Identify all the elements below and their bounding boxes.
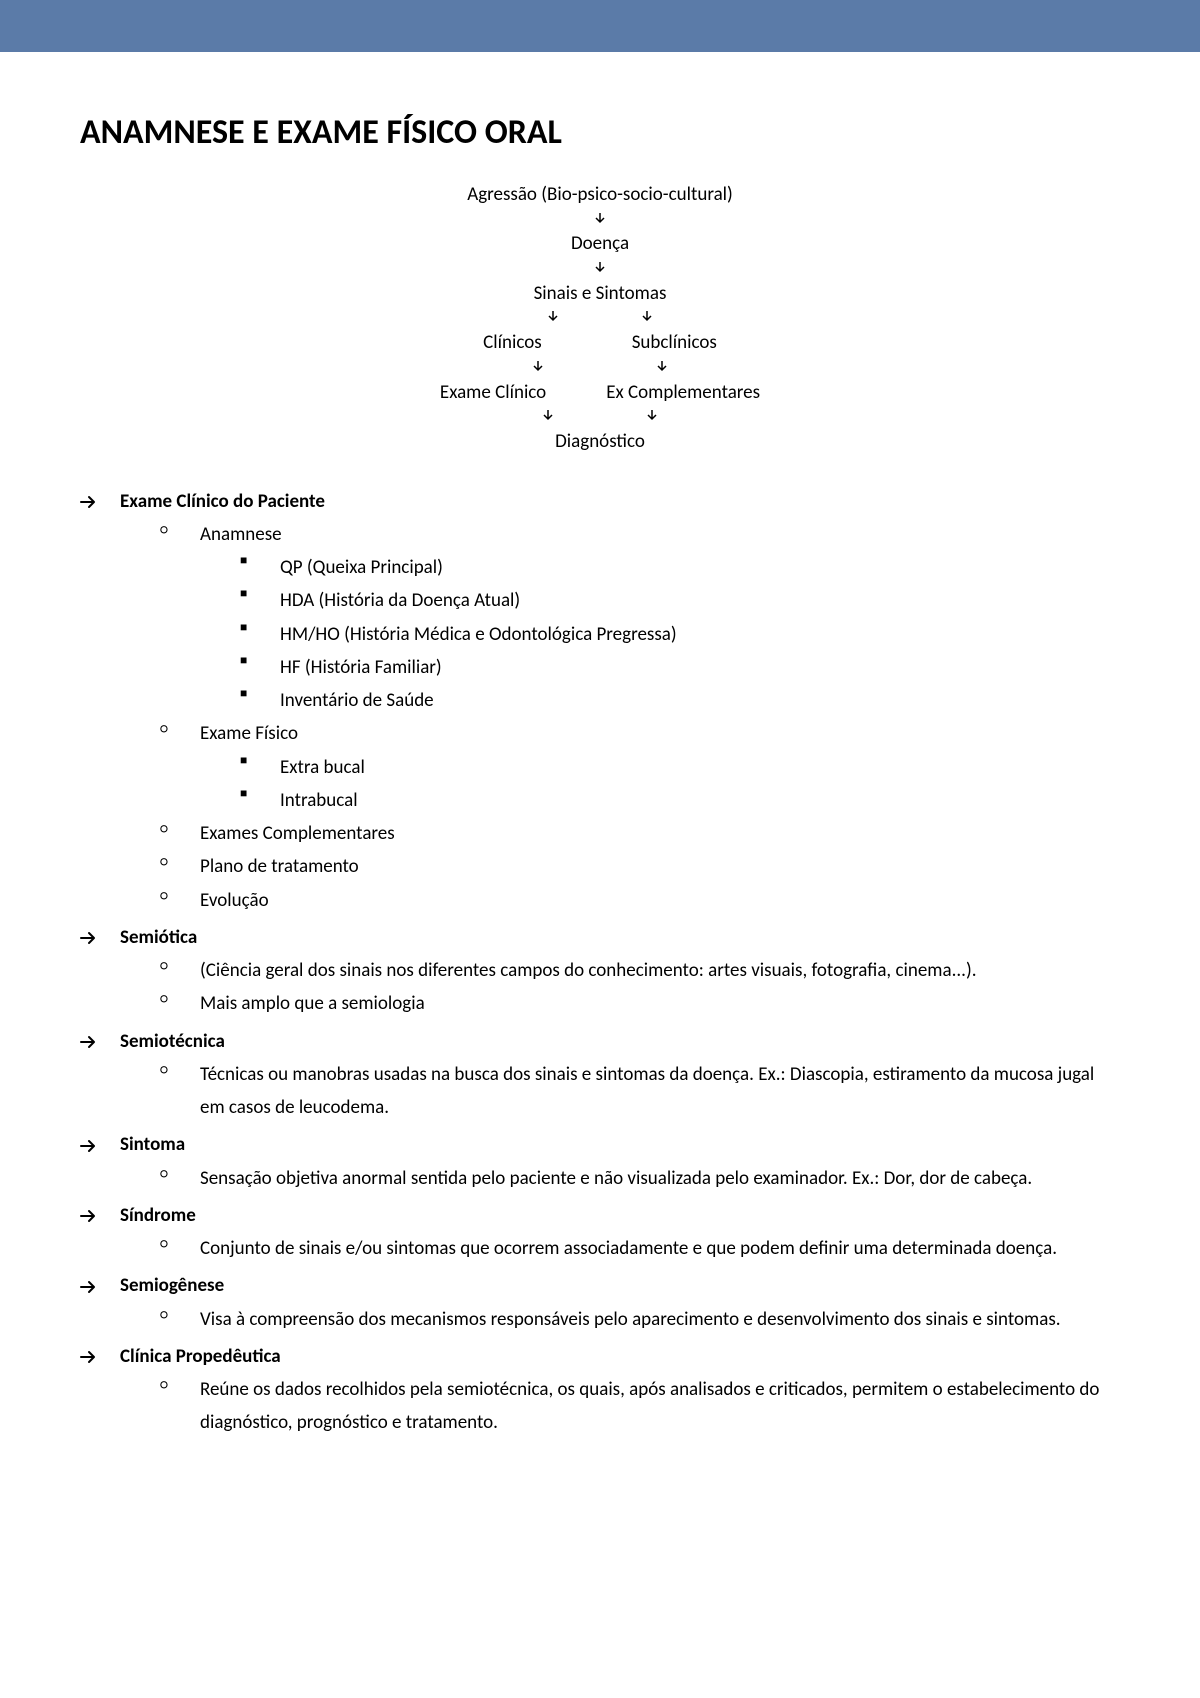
square-bullet-icon: ■ — [240, 684, 280, 705]
arrow-down-icon — [541, 405, 555, 430]
flow-node-subclinicos: Subclínicos — [632, 331, 717, 356]
arrow-down-icon — [655, 356, 669, 381]
list-item: ○Mais amplo que a semiologia — [160, 987, 1120, 1020]
list-item: ○Evolução — [160, 884, 1120, 917]
circle-bullet-icon: ○ — [160, 1058, 200, 1083]
square-bullet-icon: ■ — [240, 751, 280, 772]
flowchart: Agressão (Bio-psico-socio-cultural) Doen… — [80, 183, 1120, 455]
arrow-right-icon — [80, 1025, 120, 1058]
subitem-label: Extra bucal — [280, 751, 1120, 784]
arrow-down-icon — [531, 356, 545, 381]
flow-node-agressao: Agressão (Bio-psico-socio-cultural) — [467, 183, 733, 208]
arrow-down-icon — [640, 306, 654, 331]
arrow-right-icon — [80, 485, 120, 518]
arrow-right-icon — [80, 921, 120, 954]
list-subitem: ■Intrabucal — [240, 784, 1120, 817]
section-label: Sintoma — [120, 1128, 1120, 1161]
list-item: ○ (Ciência geral dos sinais nos diferent… — [160, 954, 1120, 987]
circle-bullet-icon: ○ — [160, 817, 200, 842]
square-bullet-icon: ■ — [240, 618, 280, 639]
item-label: Anamnese — [200, 518, 1120, 551]
section-label: Exame Clínico do Paciente — [120, 485, 1120, 518]
circle-bullet-icon: ○ — [160, 850, 200, 875]
circle-bullet-icon: ○ — [160, 1232, 200, 1257]
subitem-label: Inventário de Saúde — [280, 684, 1120, 717]
item-label: Conjunto de sinais e/ou sintomas que oco… — [200, 1232, 1120, 1265]
arrow-right-icon — [80, 1340, 120, 1373]
outline-list: Exame Clínico do Paciente○Anamnese■QP (Q… — [80, 485, 1120, 1440]
section-heading: Sintoma — [80, 1128, 1120, 1161]
section-label: Síndrome — [120, 1199, 1120, 1232]
section-heading: Síndrome — [80, 1199, 1120, 1232]
item-label: Exames Complementares — [200, 817, 1120, 850]
arrow-down-icon — [546, 306, 560, 331]
list-item: ○Exames Complementares — [160, 817, 1120, 850]
list-item: ○Técnicas ou manobras usadas na busca do… — [160, 1058, 1120, 1125]
section-heading: Clínica Propedêutica — [80, 1340, 1120, 1373]
section-label: Semiogênese — [120, 1269, 1120, 1302]
list-item: ○Anamnese — [160, 518, 1120, 551]
square-bullet-icon: ■ — [240, 784, 280, 805]
arrow-down-icon — [645, 405, 659, 430]
arrow-right-icon — [80, 1199, 120, 1232]
circle-bullet-icon: ○ — [160, 1373, 200, 1398]
circle-bullet-icon: ○ — [160, 884, 200, 909]
circle-bullet-icon: ○ — [160, 1303, 200, 1328]
circle-bullet-icon: ○ — [160, 954, 200, 979]
page-title: ANAMNESE E EXAME FÍSICO ORAL — [80, 112, 1120, 153]
section-heading: Semiotécnica — [80, 1025, 1120, 1058]
square-bullet-icon: ■ — [240, 651, 280, 672]
item-label: Técnicas ou manobras usadas na busca dos… — [200, 1058, 1120, 1125]
subitem-label: HDA (História da Doença Atual) — [280, 584, 1120, 617]
arrow-right-icon — [80, 1128, 120, 1161]
section-heading: Exame Clínico do Paciente — [80, 485, 1120, 518]
square-bullet-icon: ■ — [240, 584, 280, 605]
arrow-right-icon — [80, 1269, 120, 1302]
section-label: Semiótica — [120, 921, 1120, 954]
list-subitem: ■QP (Queixa Principal) — [240, 551, 1120, 584]
list-subitem: ■HDA (História da Doença Atual) — [240, 584, 1120, 617]
section-heading: Semiótica — [80, 921, 1120, 954]
section-label: Clínica Propedêutica — [120, 1340, 1120, 1373]
subitem-label: HM/HO (História Médica e Odontológica Pr… — [280, 618, 1120, 651]
flow-node-sinais: Sinais e Sintomas — [534, 282, 667, 307]
list-subitem: ■Inventário de Saúde — [240, 684, 1120, 717]
circle-bullet-icon: ○ — [160, 518, 200, 543]
header-bar — [0, 0, 1200, 52]
list-subitem: ■HF (História Familiar) — [240, 651, 1120, 684]
item-label: Reúne os dados recolhidos pela semiotécn… — [200, 1373, 1120, 1440]
list-item: ○Sensação objetiva anormal sentida pelo … — [160, 1162, 1120, 1195]
subitem-label: QP (Queixa Principal) — [280, 551, 1120, 584]
list-item: ○Conjunto de sinais e/ou sintomas que oc… — [160, 1232, 1120, 1265]
circle-bullet-icon: ○ — [160, 1162, 200, 1187]
item-label: (Ciência geral dos sinais nos diferentes… — [200, 954, 1120, 987]
list-item: ○Reúne os dados recolhidos pela semiotéc… — [160, 1373, 1120, 1440]
flow-node-exame-clinico: Exame Clínico — [440, 381, 546, 406]
item-label: Evolução — [200, 884, 1120, 917]
subitem-label: Intrabucal — [280, 784, 1120, 817]
item-label: Visa à compreensão dos mecanismos respon… — [200, 1303, 1120, 1336]
list-item: ○Exame Físico — [160, 717, 1120, 750]
list-item: ○Plano de tratamento — [160, 850, 1120, 883]
list-subitem: ■Extra bucal — [240, 751, 1120, 784]
flow-node-clinicos: Clínicos — [483, 331, 542, 356]
circle-bullet-icon: ○ — [160, 987, 200, 1012]
item-label: Exame Físico — [200, 717, 1120, 750]
page-content: ANAMNESE E EXAME FÍSICO ORAL Agressão (B… — [0, 52, 1200, 1480]
section-label: Semiotécnica — [120, 1025, 1120, 1058]
section-heading: Semiogênese — [80, 1269, 1120, 1302]
list-subitem: ■HM/HO (História Médica e Odontológica P… — [240, 618, 1120, 651]
circle-bullet-icon: ○ — [160, 717, 200, 742]
list-item: ○Visa à compreensão dos mecanismos respo… — [160, 1303, 1120, 1336]
arrow-down-icon — [593, 208, 607, 233]
item-label: Sensação objetiva anormal sentida pelo p… — [200, 1162, 1120, 1195]
square-bullet-icon: ■ — [240, 551, 280, 572]
flow-node-diagnostico: Diagnóstico — [555, 430, 645, 455]
flow-node-ex-compl: Ex Complementares — [606, 381, 760, 406]
item-label: Mais amplo que a semiologia — [200, 987, 1120, 1020]
flow-node-doenca: Doença — [571, 232, 629, 257]
arrow-down-icon — [593, 257, 607, 282]
item-label: Plano de tratamento — [200, 850, 1120, 883]
subitem-label: HF (História Familiar) — [280, 651, 1120, 684]
